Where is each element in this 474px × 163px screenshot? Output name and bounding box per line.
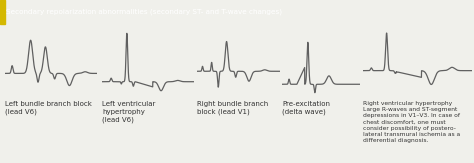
Text: Right ventricular hypertrophy
Large R-waves and ST-segment
depressions in V1–V3.: Right ventricular hypertrophy Large R-wa…	[363, 101, 460, 143]
Text: Secondary repolarization abnormalities (secondary ST- and T-wave changes): Secondary repolarization abnormalities (…	[6, 9, 282, 15]
Text: Pre-excitation
(delta wave): Pre-excitation (delta wave)	[282, 101, 330, 115]
Bar	[0, 0, 5, 24]
Text: Left ventricular
hypertrophy
(lead V6): Left ventricular hypertrophy (lead V6)	[102, 101, 155, 123]
Text: Left bundle branch block
(lead V6): Left bundle branch block (lead V6)	[5, 101, 91, 115]
Text: Right bundle branch
block (lead V1): Right bundle branch block (lead V1)	[197, 101, 268, 115]
